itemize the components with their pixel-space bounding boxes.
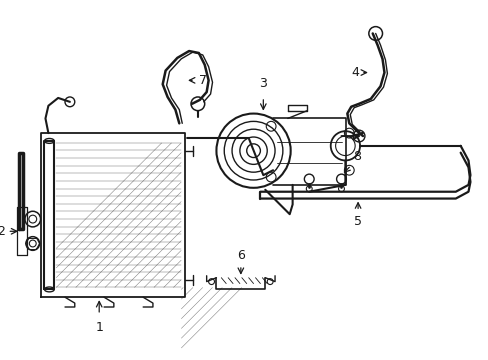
Text: 5: 5 bbox=[353, 215, 361, 228]
Text: 4: 4 bbox=[350, 66, 358, 79]
Text: 3: 3 bbox=[259, 77, 267, 90]
Text: 6: 6 bbox=[236, 249, 244, 262]
Text: 8: 8 bbox=[352, 150, 361, 163]
Text: 7: 7 bbox=[199, 74, 206, 87]
Text: 1: 1 bbox=[95, 321, 103, 334]
Text: 2: 2 bbox=[0, 225, 5, 238]
